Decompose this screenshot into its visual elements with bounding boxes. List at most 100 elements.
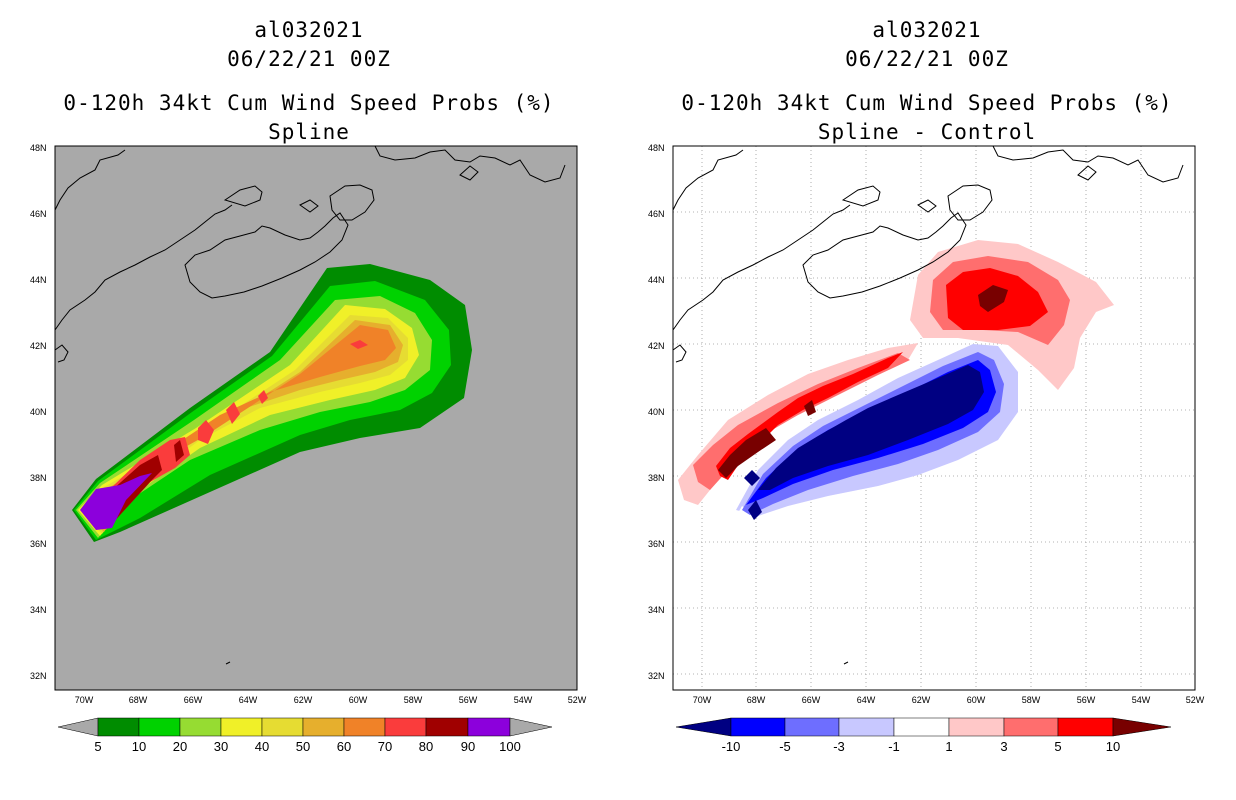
colorbar-label-3: 3: [1000, 739, 1007, 754]
product-title: 0-120h 34kt Cum Wind Speed Probs (%): [63, 91, 555, 115]
colorbar-label-5: 5: [1054, 739, 1061, 754]
datetime: 06/22/21 00Z: [845, 47, 1009, 71]
colorbar-swatch-3: [893, 717, 950, 737]
colorbar-swatch-7: [384, 717, 427, 737]
storm-id: al032021: [872, 18, 982, 42]
colorbar-swatch-6: [343, 717, 386, 737]
difference-contours: [678, 240, 1114, 526]
map-frame: [672, 145, 1196, 691]
lon-label-58w: 58W: [404, 695, 423, 705]
colorbar-label-1: 1: [945, 739, 952, 754]
lat-label-46: 46N: [30, 209, 47, 219]
lon-label-60w: 60W: [349, 695, 368, 705]
lon-label-54w: 54W: [1132, 695, 1151, 705]
colorbar-label-5: 5: [94, 739, 101, 754]
colorbar-over-arrow: [1112, 717, 1172, 737]
colorbar-label-90: 90: [461, 739, 475, 754]
colorbar-swatch-1: [784, 717, 840, 737]
subtitle: Spline - Control: [817, 120, 1037, 144]
coastlines: [672, 145, 1184, 665]
lon-label-64w: 64W: [239, 695, 258, 705]
colorbar-label-10: 10: [1106, 739, 1120, 754]
colorbar-label-neg10: -10: [722, 739, 741, 754]
lat-labels: 48N 46N 44N 42N 40N 38N 36N 34N 32N: [30, 143, 47, 681]
lon-label-54w: 54W: [514, 695, 533, 705]
lat-label-42: 42N: [30, 341, 47, 351]
colorbar-swatch-5: [302, 717, 345, 737]
lon-label-66w: 66W: [802, 695, 821, 705]
colorbar: [675, 717, 1172, 737]
lon-label-68w: 68W: [747, 695, 766, 705]
contour-60: [84, 325, 396, 530]
colorbar-under-arrow: [57, 717, 99, 737]
lon-label-52w: 52W: [568, 695, 587, 705]
colorbar-swatch-9: [467, 717, 511, 737]
lon-label-58w: 58W: [1022, 695, 1041, 705]
lat-label-48: 48N: [30, 143, 47, 153]
lat-label-42: 42N: [648, 341, 665, 351]
colorbar-label-40: 40: [255, 739, 269, 754]
subtitle: Spline: [268, 120, 350, 144]
left-panel: al032021 06/22/21 00Z 0-120h 34kt Cum Wi…: [30, 18, 587, 754]
contour-70c: [226, 402, 240, 424]
lat-label-32: 32N: [30, 671, 47, 681]
lon-label-68w: 68W: [129, 695, 148, 705]
right-panel: al032021 06/22/21 00Z 0-120h 34kt Cum Wi…: [618, 0, 1236, 800]
lat-label-44: 44N: [648, 275, 665, 285]
probability-contours: [72, 264, 472, 542]
lat-label-40: 40N: [648, 407, 665, 417]
colorbar-swatch-8: [425, 717, 469, 737]
lon-labels: 70W 68W 66W 64W 62W 60W 58W 56W 54W 52W: [693, 695, 1205, 705]
contour-70d: [258, 390, 268, 404]
lat-label-32: 32N: [648, 671, 665, 681]
lon-label-56w: 56W: [1077, 695, 1096, 705]
left-map-svg: 48N 46N 44N 42N 40N 38N 36N 34N 32N 70W …: [30, 143, 587, 754]
colorbar-swatch-2: [838, 717, 895, 737]
diff-pos-10: [978, 285, 1008, 312]
lon-label-66w: 66W: [184, 695, 203, 705]
colorbar-swatch-4: [948, 717, 1005, 737]
lat-label-34: 34N: [30, 605, 47, 615]
lon-label-52w: 52W: [1186, 695, 1205, 705]
colorbar-label-neg5: -5: [779, 739, 791, 754]
colorbar-label-50: 50: [296, 739, 310, 754]
colorbar-label-60: 60: [337, 739, 351, 754]
lon-label-62w: 62W: [912, 695, 931, 705]
diff-neg-10b: [744, 470, 760, 486]
lat-label-40: 40N: [30, 407, 47, 417]
lon-label-70w: 70W: [693, 695, 712, 705]
lat-label-46: 46N: [648, 209, 665, 219]
colorbar-label-100: 100: [499, 739, 521, 754]
diff-neg-10: [758, 365, 984, 490]
colorbar-label-20: 20: [173, 739, 187, 754]
lat-label-38: 38N: [648, 473, 665, 483]
contour-70b: [198, 420, 214, 444]
colorbar-swatch-3: [220, 717, 263, 737]
map-frame: [54, 145, 578, 691]
colorbar-swatch-0: [730, 717, 786, 737]
lat-label-44: 44N: [30, 275, 47, 285]
colorbar-label-30: 30: [214, 739, 228, 754]
contour-90: [80, 473, 152, 530]
storm-id: al032021: [254, 18, 364, 42]
diff-neg-10c: [748, 500, 762, 520]
colorbar-label-10: 10: [132, 739, 146, 754]
lat-label-34: 34N: [648, 605, 665, 615]
colorbar-label-80: 80: [419, 739, 433, 754]
colorbar-labels: -10 -5 -3 -1 1 3 5 10: [722, 739, 1121, 754]
lat-label-48: 48N: [648, 143, 665, 153]
colorbar-swatch-5: [1003, 717, 1059, 737]
colorbar-swatch-1: [138, 717, 181, 737]
lon-label-64w: 64W: [857, 695, 876, 705]
colorbar-swatch-2: [179, 717, 222, 737]
lat-label-36: 36N: [648, 539, 665, 549]
lon-label-56w: 56W: [459, 695, 478, 705]
product-title: 0-120h 34kt Cum Wind Speed Probs (%): [681, 91, 1173, 115]
contour-80b: [174, 440, 184, 462]
coastlines: [54, 145, 566, 665]
diff-pos-sw-10: [718, 428, 776, 478]
colorbar-under-arrow: [675, 717, 732, 737]
colorbar-swatch-4: [261, 717, 304, 737]
colorbar-label-neg1: -1: [888, 739, 900, 754]
colorbar-swatch-0: [97, 717, 140, 737]
